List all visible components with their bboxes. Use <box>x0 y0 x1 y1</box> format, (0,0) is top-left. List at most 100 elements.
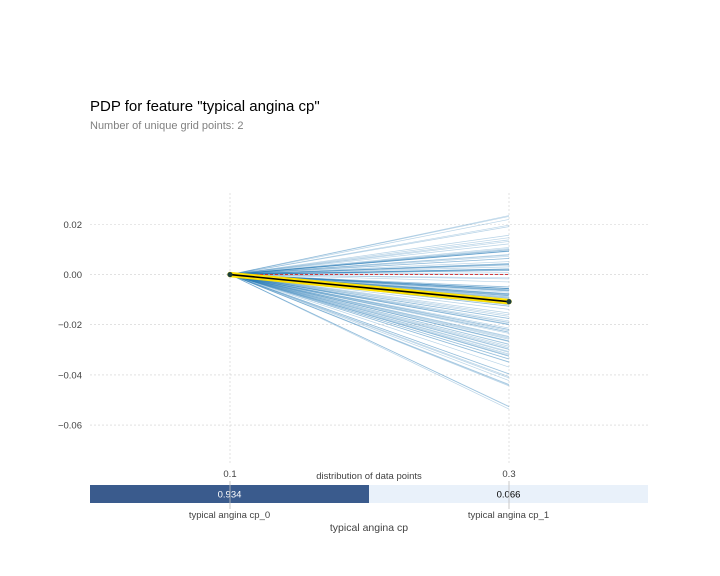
ice-line <box>229 250 510 275</box>
ice-line <box>229 274 510 339</box>
ice-line <box>229 274 510 350</box>
ice-line <box>229 215 510 275</box>
ice-line <box>229 274 510 349</box>
ice-line <box>229 274 510 385</box>
ice-line <box>229 268 510 275</box>
ice-line <box>229 274 510 333</box>
ice-line <box>229 261 510 275</box>
ice-line <box>229 274 510 375</box>
distribution-cell <box>369 485 648 503</box>
ice-line <box>229 274 510 368</box>
ice-line <box>229 274 510 352</box>
ice-line <box>229 274 510 347</box>
chart-title: PDP for feature "typical angina cp" <box>90 98 320 115</box>
ice-line <box>229 274 510 345</box>
ice-line <box>229 237 510 275</box>
grid-lines <box>90 193 648 464</box>
ice-line <box>229 274 510 319</box>
ice-line <box>229 274 510 360</box>
ice-line <box>229 258 510 275</box>
distribution-bin-label: typical angina cp_0 <box>189 510 270 521</box>
x-axis-tick-labels: 0.1 0.3 <box>223 469 515 480</box>
ice-line <box>229 274 510 353</box>
ice-line <box>229 263 510 275</box>
ice-line <box>229 269 510 275</box>
ice-line <box>229 274 510 326</box>
ice-line <box>229 274 510 337</box>
ice-line <box>229 274 510 355</box>
distribution-cell <box>90 485 369 503</box>
pdp-line-group <box>227 271 512 305</box>
ice-line <box>229 250 510 275</box>
ice-line <box>229 274 510 280</box>
ice-line <box>229 274 510 325</box>
ice-line <box>229 274 510 410</box>
ice-line <box>229 274 510 283</box>
distribution-bin-label: typical angina cp_1 <box>468 510 549 521</box>
ice-line <box>229 274 510 322</box>
chart-subtitle: Number of unique grid points: 2 <box>90 120 243 132</box>
ice-line <box>229 274 510 324</box>
y-tick-label: −0.04 <box>58 370 82 381</box>
ice-line <box>229 274 510 342</box>
ice-line <box>229 274 510 279</box>
pdp-line <box>229 273 510 303</box>
ice-line <box>229 269 510 275</box>
ice-line <box>229 274 510 379</box>
y-tick-label: −0.06 <box>58 421 82 432</box>
ice-line <box>229 274 510 334</box>
ice-line <box>229 274 510 357</box>
ice-line <box>229 234 510 275</box>
ice-line <box>229 274 510 408</box>
ice-line <box>229 269 510 275</box>
ice-line <box>229 274 510 350</box>
ice-line <box>229 263 510 275</box>
ice-line <box>229 264 510 275</box>
ice-line <box>229 250 510 275</box>
ice-line <box>229 268 510 275</box>
ice-line <box>229 274 510 332</box>
ice-line <box>229 274 510 345</box>
ice-line <box>229 254 510 275</box>
distribution-bar: 0.934 typical angina cp_0 0.066 typical ang… <box>90 481 648 521</box>
ice-line <box>229 274 510 381</box>
ice-line <box>229 274 510 340</box>
distribution-title: distribution of data points <box>316 471 422 482</box>
ice-line <box>229 274 510 363</box>
ice-line <box>229 274 510 356</box>
ice-line <box>229 274 510 319</box>
ice-line <box>229 274 510 375</box>
ice-line <box>229 249 510 275</box>
ice-line <box>229 274 510 386</box>
x-axis-label: typical angina cp <box>330 522 408 534</box>
x-tick-label: 0.1 <box>223 469 236 480</box>
ice-line <box>229 274 510 333</box>
ice-line <box>229 255 510 275</box>
ice-line <box>229 239 510 275</box>
ice-line <box>229 258 510 275</box>
y-axis-tick-labels: 0.02 0.00 −0.02 −0.04 −0.06 <box>58 220 82 432</box>
x-tick-label: 0.3 <box>502 469 515 480</box>
ice-line <box>229 243 510 275</box>
ice-line <box>229 226 510 275</box>
y-tick-label: 0.00 <box>64 270 83 281</box>
ice-line <box>229 248 510 275</box>
ice-line <box>229 224 510 275</box>
ice-line <box>229 266 510 275</box>
ice-line <box>229 274 510 323</box>
y-tick-label: 0.02 <box>64 220 83 231</box>
ice-line <box>229 254 510 275</box>
ice-line <box>229 247 510 275</box>
ice-line <box>229 274 510 330</box>
ice-line <box>229 274 510 387</box>
distribution-value: 0.066 <box>497 490 521 501</box>
ice-line <box>229 274 510 338</box>
ice-line <box>229 274 510 342</box>
ice-line <box>229 263 510 275</box>
ice-line <box>229 268 510 275</box>
ice-line <box>229 274 510 407</box>
ice-line <box>229 264 510 275</box>
ice-line <box>229 270 510 275</box>
ice-line <box>229 274 510 363</box>
